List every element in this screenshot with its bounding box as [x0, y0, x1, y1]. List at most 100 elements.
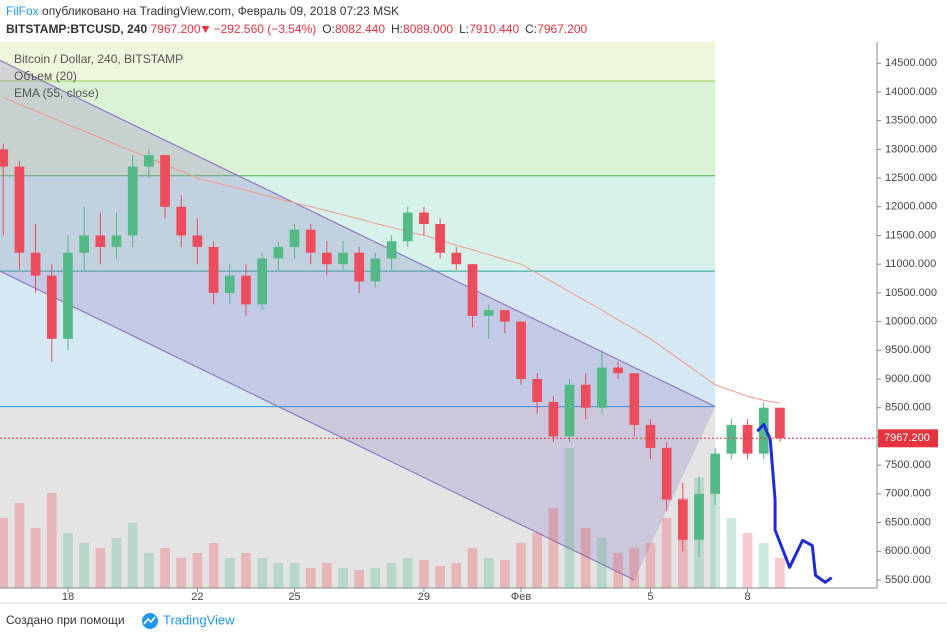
- footer-text: Создано при помощи: [6, 613, 125, 627]
- volume-bar: [742, 533, 753, 588]
- candle-body: [273, 246, 284, 259]
- candle-body: [224, 275, 235, 293]
- footer-brand: TradingView: [163, 612, 235, 627]
- level-band: [0, 271, 716, 407]
- candle-body: [46, 275, 57, 339]
- volume-bar: [661, 518, 672, 588]
- volume-bar: [419, 560, 429, 588]
- volume-bar: [758, 543, 769, 588]
- channel-upper: [0, 59, 716, 408]
- x-tick-label: 29: [418, 591, 430, 603]
- volume-bar: [338, 568, 348, 588]
- candle-body: [548, 401, 559, 437]
- candle-body: [0, 149, 9, 167]
- volume-bar: [305, 568, 316, 588]
- x-tick-label: 5: [647, 591, 653, 603]
- candle-body: [289, 229, 300, 247]
- candle-body: [79, 235, 89, 253]
- change: −292.560 (−3.54%): [214, 22, 317, 36]
- volume-bar: [111, 538, 122, 588]
- y-tick-label: 14000.000: [885, 86, 937, 98]
- volume-bar: [0, 518, 9, 588]
- y-tick-label: 6000.000: [885, 545, 931, 557]
- candle-body: [532, 379, 543, 402]
- candle-body: [338, 252, 348, 265]
- candle-body: [483, 310, 494, 316]
- ohlc-value: 7967.200: [537, 22, 587, 36]
- volume-bar: [30, 528, 41, 588]
- volume-bar: [402, 558, 413, 588]
- candle-body: [758, 407, 769, 454]
- candle-body: [580, 384, 591, 408]
- y-tick-label: 10500.000: [885, 287, 937, 299]
- volume-bar: [467, 548, 478, 588]
- volume-bar: [629, 548, 640, 588]
- candle-body: [435, 224, 445, 253]
- volume-bar: [176, 558, 187, 588]
- volume-bar: [710, 493, 721, 588]
- candle-body: [208, 246, 219, 293]
- volume-bar: [370, 568, 381, 588]
- volume-bar: [597, 538, 607, 588]
- candle-body: [257, 258, 267, 305]
- last-price-box: [878, 429, 938, 448]
- volume-bar: [160, 548, 170, 588]
- volume-bar: [435, 566, 445, 588]
- candle-body: [63, 252, 73, 339]
- channel-lower: [0, 270, 635, 581]
- candle-body: [370, 258, 381, 282]
- candle-body: [354, 252, 365, 282]
- author[interactable]: FilFox: [6, 4, 39, 18]
- candle-body: [111, 235, 122, 247]
- volume-bar: [241, 553, 251, 588]
- candle-body: [564, 384, 575, 437]
- candle-body: [613, 367, 623, 374]
- candle-body: [516, 321, 526, 380]
- volume-bar: [354, 570, 365, 588]
- channel-fill: [0, 60, 716, 580]
- header-line: FilFox опубликовано на TradingView.com, …: [6, 4, 399, 18]
- candle-body: [629, 373, 640, 425]
- tradingview-logo[interactable]: TradingView: [142, 612, 235, 629]
- y-tick-label: 9500.000: [885, 344, 931, 356]
- symbol-line: BITSTAMP:BTCUSD, 240 7967.200: [6, 22, 201, 36]
- volume-bar: [192, 553, 203, 588]
- candle-body: [661, 447, 672, 500]
- candle-body: [14, 166, 25, 253]
- ohlc-line: −292.560 (−3.54%) O:8082.440 H:8089.000 L:7…: [214, 22, 588, 36]
- volume-bar: [127, 523, 138, 588]
- volume-bar: [95, 548, 106, 588]
- volume-bar: [451, 563, 462, 588]
- volume-bar: [224, 558, 235, 588]
- volume-bar: [289, 563, 300, 588]
- volume-bar: [548, 508, 559, 588]
- x-tick-label: 8: [744, 591, 750, 603]
- candle-body: [726, 424, 737, 454]
- candle-body: [321, 252, 332, 265]
- volume-bar: [257, 558, 267, 588]
- legend-entry: Bitcoin / Dollar, 240, BITSTAMP: [14, 52, 183, 66]
- volume-bar: [321, 563, 332, 588]
- x-tick-label: Фев: [511, 591, 531, 603]
- ohlc-value: 8082.440: [335, 22, 385, 36]
- ohlc-label: C:: [525, 22, 537, 36]
- candle-body: [467, 264, 478, 316]
- candle-body: [144, 155, 154, 167]
- candle-body: [192, 235, 203, 247]
- level-band: [0, 81, 716, 176]
- candle-body: [241, 275, 251, 305]
- y-tick-label: 14500.000: [885, 57, 937, 69]
- legend-entry: Объем (20): [14, 69, 77, 83]
- x-tick-label: 25: [288, 591, 300, 603]
- level-band: [0, 42, 716, 82]
- y-tick-label: 11500.000: [885, 229, 936, 241]
- volume-bar: [726, 518, 737, 588]
- volume-bar: [645, 543, 656, 588]
- x-tick-label: 22: [191, 591, 203, 603]
- ohlc-label: L:: [459, 22, 469, 36]
- candle-body: [775, 407, 785, 439]
- volume-bar: [499, 560, 510, 588]
- volume-bar: [46, 493, 57, 588]
- y-tick-label: 11000.000: [885, 258, 936, 270]
